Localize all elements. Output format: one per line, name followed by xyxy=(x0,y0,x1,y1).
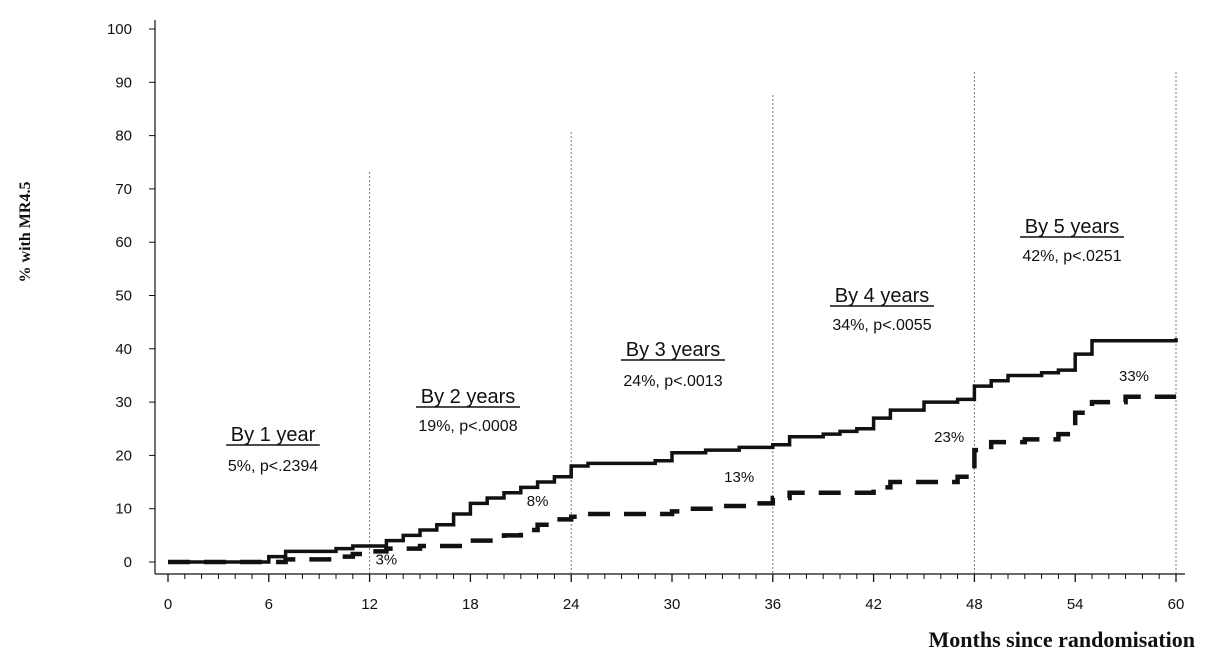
annotation-title: By 5 years xyxy=(1025,216,1119,238)
y-tick-label: 80 xyxy=(115,128,132,145)
annotation-title: By 1 year xyxy=(231,424,316,446)
x-tick-label: 24 xyxy=(563,596,580,613)
x-tick-label: 6 xyxy=(265,596,273,613)
y-tick-label: 30 xyxy=(115,394,132,411)
dashed-series-label: 8% xyxy=(527,493,549,510)
annotation-stat: 19%, p<.0008 xyxy=(418,418,517,435)
x-tick-label: 54 xyxy=(1067,596,1084,613)
dashed-series-label: 13% xyxy=(724,469,754,486)
x-tick-label: 18 xyxy=(462,596,479,613)
y-tick-label: 10 xyxy=(115,501,132,518)
dashed-series-label: 23% xyxy=(934,429,964,446)
x-tick-label: 12 xyxy=(361,596,378,613)
annotation-title: By 4 years xyxy=(835,285,929,307)
x-tick-label: 36 xyxy=(764,596,781,613)
y-axis-title: % with MR4.5 xyxy=(17,182,34,283)
annotation-stat: 42%, p<.0251 xyxy=(1022,248,1121,265)
annotation-title: By 2 years xyxy=(421,386,515,408)
solid-series-line xyxy=(168,338,1178,564)
y-tick-label: 70 xyxy=(115,181,132,198)
annotation-stat: 5%, p<.2394 xyxy=(228,458,318,475)
x-tick-label: 30 xyxy=(664,596,681,613)
annotation-title: By 3 years xyxy=(626,339,720,361)
dashed-series-label: 3% xyxy=(376,552,398,569)
annotation-stat: 24%, p<.0013 xyxy=(623,373,722,390)
y-tick-label: 60 xyxy=(115,234,132,251)
x-tick-label: 42 xyxy=(865,596,882,613)
dashed-series-line xyxy=(168,394,1176,565)
y-tick-label: 40 xyxy=(115,341,132,358)
y-tick-label: 90 xyxy=(115,74,132,91)
annotation-stat: 34%, p<.0055 xyxy=(832,317,931,334)
y-tick-label: 100 xyxy=(107,21,132,38)
x-axis-title: Months since randomisation xyxy=(929,627,1195,652)
x-tick-label: 60 xyxy=(1168,596,1185,613)
dashed-series-label: 33% xyxy=(1119,368,1149,385)
x-tick-label: 48 xyxy=(966,596,983,613)
plot-area: 0 10 20 30 40 50 60 70 80 90 100 0 6 12 18 24 30 36 42 48 54… xyxy=(107,20,1185,613)
y-tick-label: 50 xyxy=(115,288,132,305)
y-tick-label: 20 xyxy=(115,447,132,464)
x-tick-label: 0 xyxy=(164,596,172,613)
y-tick-label: 0 xyxy=(124,554,132,571)
